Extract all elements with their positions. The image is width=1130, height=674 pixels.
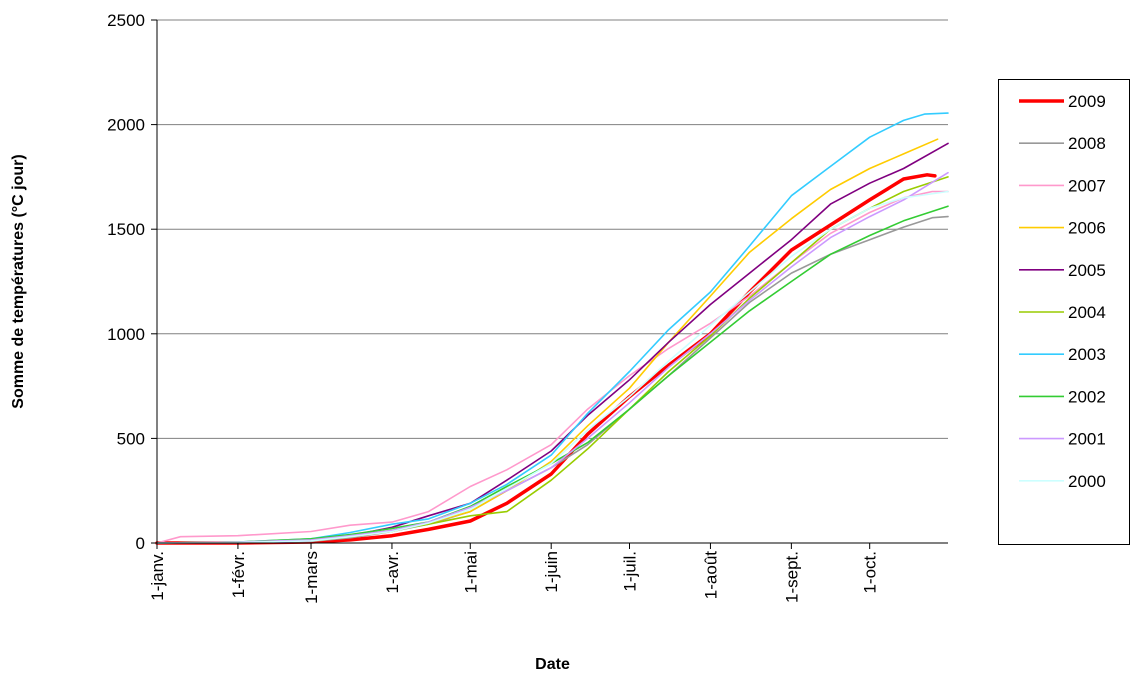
legend-label-2008: 2008 xyxy=(1068,134,1106,153)
y-tick-label: 2500 xyxy=(107,11,145,30)
legend-label-2004: 2004 xyxy=(1068,303,1106,322)
x-tick-label: 1-oct. xyxy=(861,551,880,594)
x-tick-label: 1-avr. xyxy=(383,551,402,594)
series-lines xyxy=(155,112,949,545)
legend-label-2001: 2001 xyxy=(1068,430,1106,449)
legend-label-2009: 2009 xyxy=(1068,92,1106,111)
x-tick-label: 1-sept. xyxy=(782,551,801,603)
grid-lines xyxy=(157,19,948,439)
legend-label-2003: 2003 xyxy=(1068,345,1106,364)
y-tick-label: 1500 xyxy=(107,220,145,239)
series-line-2002 xyxy=(156,205,949,544)
legend: 2009 2008 2007 2006 2005 2004 2003 2002 2001 2000 xyxy=(998,79,1130,545)
series-line-2007 xyxy=(156,190,949,544)
series-line-2005 xyxy=(156,142,949,544)
x-tick-label: 1-janv. xyxy=(148,551,167,601)
legend-label-2006: 2006 xyxy=(1068,219,1106,238)
y-tick-label: 1000 xyxy=(107,325,145,344)
series-line-2009 xyxy=(155,173,937,545)
axes xyxy=(151,19,948,549)
legend-label-2005: 2005 xyxy=(1068,261,1106,280)
x-tick-label: 1-mai xyxy=(461,551,480,594)
x-tick-label: 1-août xyxy=(701,551,720,599)
y-axis-title: Somme de températures (°C jour) xyxy=(10,154,27,408)
x-tick-labels: 1-janv. 1-févr. 1-mars 1-avr. 1-mai 1-juin 1-j… xyxy=(148,551,880,604)
y-tick-label: 2000 xyxy=(107,116,145,135)
series-line-2003 xyxy=(156,112,949,544)
series-line-2004 xyxy=(156,176,949,544)
y-tick-label: 500 xyxy=(117,429,145,448)
legend-label-2007: 2007 xyxy=(1068,176,1106,195)
x-tick-label: 1-mars xyxy=(302,551,321,604)
y-tick-labels: 0 500 1000 1500 2000 2500 xyxy=(107,11,145,553)
legend-label-2000: 2000 xyxy=(1068,472,1106,491)
x-tick-label: 1-févr. xyxy=(229,551,248,598)
legend-label-2002: 2002 xyxy=(1068,387,1106,406)
x-tick-label: 1-juin xyxy=(542,551,561,593)
series-line-2000 xyxy=(156,190,949,544)
x-tick-label: 1-juil. xyxy=(621,551,640,592)
x-axis-title: Date xyxy=(535,656,570,673)
series-line-2001 xyxy=(156,171,949,544)
series-line-2008 xyxy=(156,215,949,544)
y-tick-label: 0 xyxy=(136,534,145,553)
